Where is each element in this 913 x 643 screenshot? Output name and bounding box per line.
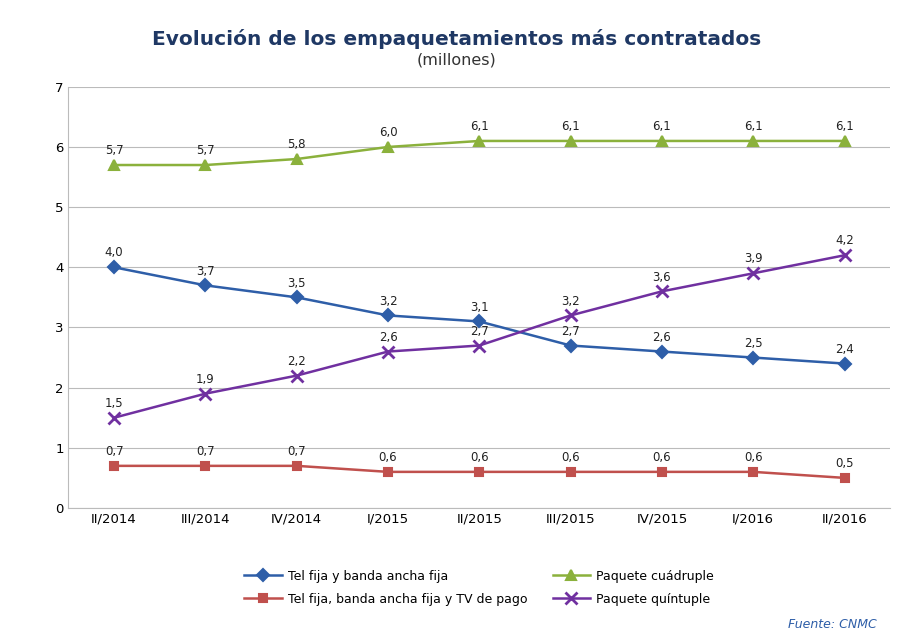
Paquete cuádruple xyxy=(839,137,850,145)
Text: 5,8: 5,8 xyxy=(288,138,306,150)
Text: Evolución de los empaquetamientos más contratados: Evolución de los empaquetamientos más co… xyxy=(152,29,761,49)
Text: 2,7: 2,7 xyxy=(470,325,488,338)
Text: 4,2: 4,2 xyxy=(835,235,854,248)
Tel fija y banda ancha fija xyxy=(109,264,120,271)
Tel fija y banda ancha fija xyxy=(565,341,576,349)
Line: Paquete cuádruple: Paquete cuádruple xyxy=(110,136,849,170)
Text: 3,6: 3,6 xyxy=(653,271,671,284)
Text: 3,9: 3,9 xyxy=(744,253,762,266)
Paquete quíntuple xyxy=(109,414,120,422)
Tel fija, banda ancha fija y TV de pago xyxy=(656,468,667,476)
Text: 0,7: 0,7 xyxy=(105,445,123,458)
Text: 1,5: 1,5 xyxy=(105,397,123,410)
Text: (millones): (millones) xyxy=(416,53,497,68)
Text: 1,9: 1,9 xyxy=(196,373,215,386)
Text: 2,6: 2,6 xyxy=(379,331,397,344)
Text: 2,7: 2,7 xyxy=(561,325,580,338)
Text: 3,1: 3,1 xyxy=(470,301,488,314)
Paquete quíntuple xyxy=(474,341,485,349)
Tel fija, banda ancha fija y TV de pago xyxy=(839,474,850,482)
Tel fija y banda ancha fija xyxy=(656,348,667,356)
Tel fija y banda ancha fija xyxy=(839,359,850,367)
Text: Fuente: CNMC: Fuente: CNMC xyxy=(788,619,876,631)
Paquete cuádruple xyxy=(109,161,120,169)
Paquete cuádruple xyxy=(748,137,759,145)
Text: 5,7: 5,7 xyxy=(196,143,215,157)
Text: 0,6: 0,6 xyxy=(653,451,671,464)
Text: 6,0: 6,0 xyxy=(379,125,397,138)
Paquete cuádruple xyxy=(656,137,667,145)
Paquete cuádruple xyxy=(291,155,302,163)
Tel fija y banda ancha fija xyxy=(200,282,211,289)
Tel fija y banda ancha fija xyxy=(383,312,394,320)
Tel fija, banda ancha fija y TV de pago xyxy=(748,468,759,476)
Text: 6,1: 6,1 xyxy=(470,120,488,132)
Text: 6,1: 6,1 xyxy=(835,120,854,132)
Text: 2,5: 2,5 xyxy=(744,337,762,350)
Text: 6,1: 6,1 xyxy=(561,120,580,132)
Paquete quíntuple xyxy=(839,251,850,259)
Text: 3,5: 3,5 xyxy=(288,276,306,289)
Legend: Tel fija y banda ancha fija, Tel fija, banda ancha fija y TV de pago, Paquete cu: Tel fija y banda ancha fija, Tel fija, b… xyxy=(239,565,719,611)
Text: 3,2: 3,2 xyxy=(561,294,580,307)
Text: 6,1: 6,1 xyxy=(744,120,762,132)
Text: 3,7: 3,7 xyxy=(196,264,215,278)
Line: Paquete quíntuple: Paquete quíntuple xyxy=(109,249,850,423)
Tel fija, banda ancha fija y TV de pago xyxy=(474,468,485,476)
Paquete cuádruple xyxy=(383,143,394,151)
Paquete cuádruple xyxy=(200,161,211,169)
Tel fija, banda ancha fija y TV de pago xyxy=(109,462,120,469)
Tel fija y banda ancha fija xyxy=(291,293,302,301)
Text: 2,4: 2,4 xyxy=(835,343,854,356)
Tel fija, banda ancha fija y TV de pago xyxy=(383,468,394,476)
Tel fija, banda ancha fija y TV de pago xyxy=(565,468,576,476)
Text: 0,6: 0,6 xyxy=(744,451,762,464)
Line: Tel fija y banda ancha fija: Tel fija y banda ancha fija xyxy=(110,263,849,368)
Tel fija, banda ancha fija y TV de pago xyxy=(291,462,302,469)
Paquete quíntuple xyxy=(565,312,576,320)
Text: 5,7: 5,7 xyxy=(105,143,123,157)
Text: 0,5: 0,5 xyxy=(835,457,854,470)
Paquete cuádruple xyxy=(474,137,485,145)
Paquete quíntuple xyxy=(291,372,302,379)
Text: 0,6: 0,6 xyxy=(470,451,488,464)
Tel fija y banda ancha fija xyxy=(474,318,485,325)
Text: 0,6: 0,6 xyxy=(379,451,397,464)
Text: 0,7: 0,7 xyxy=(288,445,306,458)
Text: 0,7: 0,7 xyxy=(196,445,215,458)
Text: 0,6: 0,6 xyxy=(561,451,580,464)
Paquete cuádruple xyxy=(565,137,576,145)
Text: 3,2: 3,2 xyxy=(379,294,397,307)
Text: 4,0: 4,0 xyxy=(105,246,123,260)
Paquete quíntuple xyxy=(383,348,394,356)
Text: 2,6: 2,6 xyxy=(653,331,671,344)
Paquete quíntuple xyxy=(748,269,759,277)
Paquete quíntuple xyxy=(200,390,211,397)
Paquete quíntuple xyxy=(656,287,667,295)
Text: 6,1: 6,1 xyxy=(653,120,671,132)
Tel fija, banda ancha fija y TV de pago xyxy=(200,462,211,469)
Tel fija y banda ancha fija xyxy=(748,354,759,361)
Line: Tel fija, banda ancha fija y TV de pago: Tel fija, banda ancha fija y TV de pago xyxy=(110,462,849,482)
Text: 2,2: 2,2 xyxy=(288,355,306,368)
